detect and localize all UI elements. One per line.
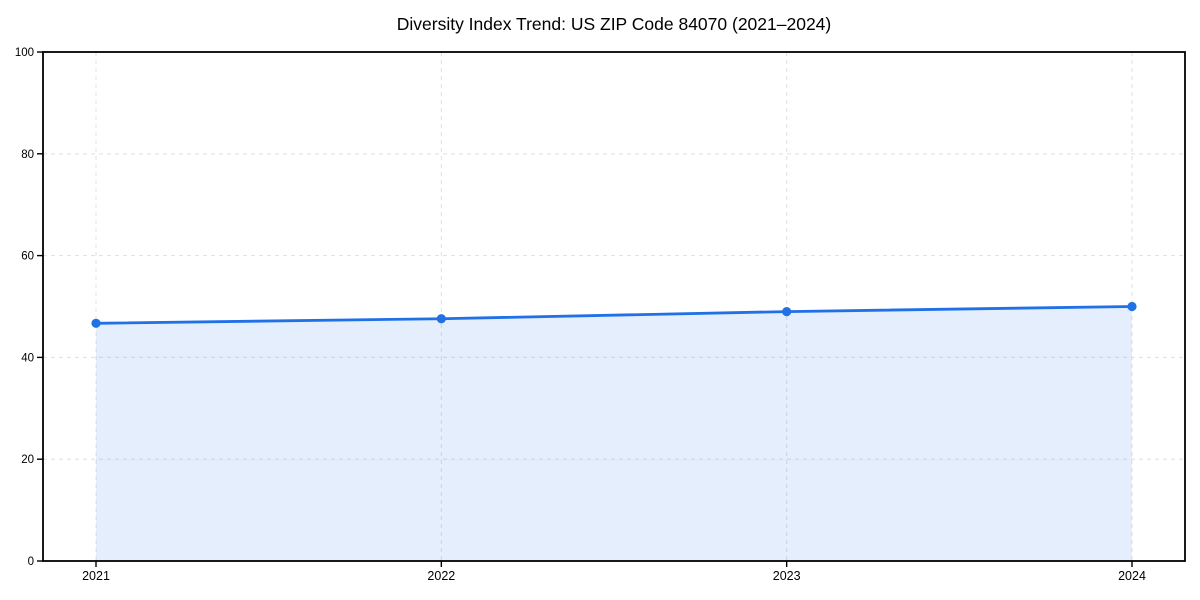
y-tick-label: 60 bbox=[21, 251, 34, 263]
chart-title: Diversity Index Trend: US ZIP Code 84070… bbox=[397, 14, 832, 34]
axis-ticks bbox=[37, 51, 1133, 567]
x-tick-label: 2023 bbox=[773, 569, 801, 583]
data-point-marker bbox=[91, 318, 101, 328]
y-tick-label: 20 bbox=[21, 454, 34, 466]
tick-labels: 0 20 40 60 80 100 2021 2022 2023 2024 bbox=[15, 47, 1146, 583]
y-tick-label: 40 bbox=[21, 352, 34, 364]
axis-frame bbox=[42, 51, 1186, 562]
area-fill bbox=[96, 306, 1132, 561]
y-tick-label: 80 bbox=[21, 149, 34, 161]
y-tick-label: 0 bbox=[28, 556, 34, 568]
x-tick-label: 2024 bbox=[1118, 569, 1146, 583]
data-point-marker bbox=[436, 314, 446, 324]
plot-frame bbox=[42, 51, 1186, 562]
trend-line bbox=[94, 305, 1134, 325]
x-tick-label: 2022 bbox=[427, 569, 455, 583]
y-tick-label: 100 bbox=[15, 47, 34, 59]
x-tick-label: 2021 bbox=[82, 569, 110, 583]
data-point-marker bbox=[1127, 301, 1137, 312]
gridlines bbox=[43, 52, 1185, 561]
data-point-marker bbox=[782, 306, 792, 317]
data-series bbox=[91, 301, 1137, 561]
